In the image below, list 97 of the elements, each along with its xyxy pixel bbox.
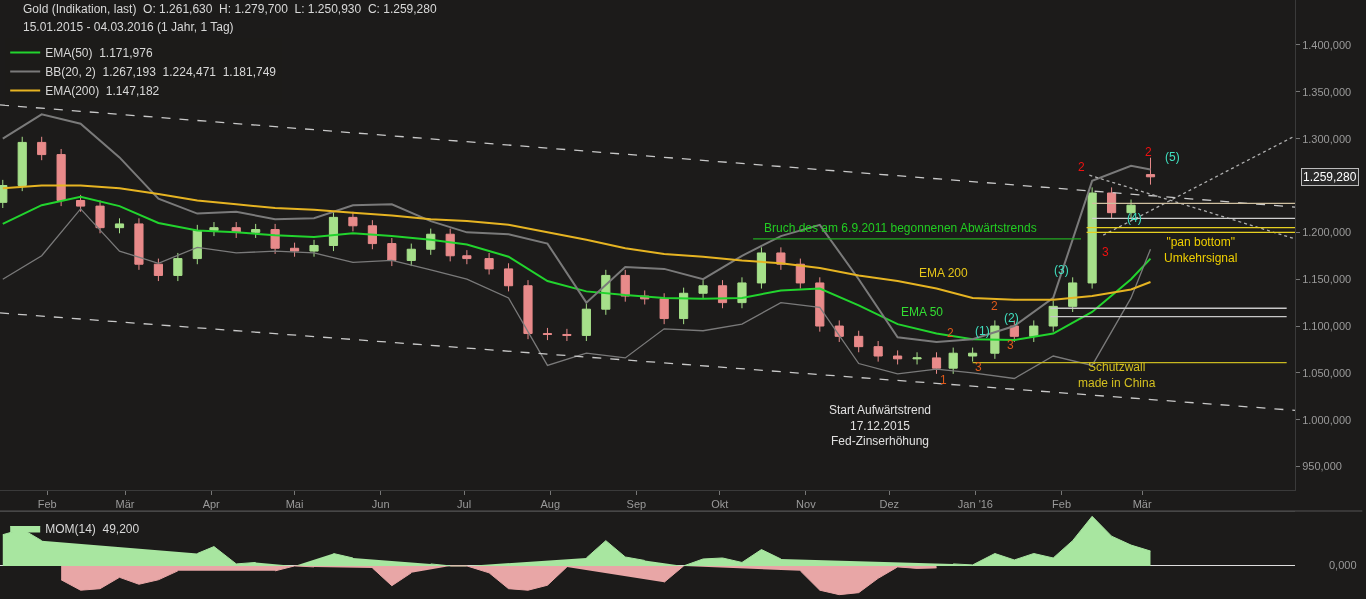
annotation: 2 (1145, 145, 1152, 159)
candlestick (756, 246, 767, 290)
annotation: 2 (1078, 160, 1085, 174)
x-tick-label: Dez (879, 498, 900, 511)
candlestick (968, 347, 978, 363)
legend-label: BB(20, 2) 1.267,193 1.224,471 1.181,749 (45, 65, 277, 80)
candlestick (562, 328, 572, 342)
candlestick (251, 223, 261, 239)
annotation: (1) (975, 324, 990, 338)
y-tick-label: 1.000,000 (1302, 413, 1352, 426)
annotation: "pan bottom" Umkehrsignal (1164, 235, 1238, 265)
candlestick (737, 276, 747, 309)
candlestick (1029, 319, 1039, 343)
y-tick-label: 1.100,000 (1302, 319, 1352, 332)
candlestick (56, 148, 66, 207)
annotation: (3) (1054, 263, 1069, 277)
candlestick (659, 292, 669, 325)
candlestick (462, 249, 472, 265)
x-tick-label: Aug (540, 498, 561, 511)
candlestick (95, 200, 105, 234)
annotation: 2 (991, 299, 998, 313)
candlestick (834, 319, 844, 343)
candlestick (503, 262, 514, 292)
line-series (1, 184, 1152, 301)
candlestick (912, 351, 922, 365)
y-tick-label: 1.400,000 (1302, 38, 1352, 51)
y-tick-label: 1.350,000 (1302, 85, 1352, 98)
candlestick (1145, 157, 1156, 186)
candlestick (270, 223, 280, 255)
legend-label: EMA(200) 1.147,182 (45, 84, 160, 99)
candlestick (367, 219, 377, 250)
candlestick (931, 351, 942, 375)
x-tick-label: Mär (115, 498, 135, 511)
x-tick-label: Jan '16 (957, 498, 993, 511)
x-tick-label: Feb (1052, 498, 1072, 511)
candlestick (309, 239, 319, 258)
candlestick (153, 258, 163, 282)
candlestick (173, 252, 183, 282)
candlestick (523, 279, 533, 340)
annotation: 3 (1007, 338, 1014, 352)
x-tick-label: Nov (796, 498, 817, 511)
candlestick (134, 217, 144, 271)
candlestick (445, 228, 455, 262)
candlestick (0, 179, 8, 209)
x-tick-label: Apr (202, 498, 221, 511)
annotation: 3 (1102, 245, 1109, 259)
candlestick (948, 347, 958, 375)
legend-label: MOM(14) 49,200 (45, 522, 140, 537)
annotation: 1 (940, 373, 947, 387)
candlestick (406, 243, 416, 267)
x-tick-label: Sep (626, 498, 647, 511)
text: 15.01.2015 - 04.03.2016 (1 Jahr, 1 Tag) (23, 20, 234, 34)
annotation: (5) (1165, 150, 1180, 164)
candlestick (815, 276, 825, 333)
candlestick (873, 340, 883, 363)
candlestick (387, 237, 397, 267)
candlestick (1107, 186, 1117, 219)
line-series (1, 195, 1152, 342)
candlestick (620, 269, 630, 303)
candlestick (698, 279, 708, 300)
candlestick (679, 287, 689, 325)
candlestick (484, 252, 494, 276)
candlestick (1048, 300, 1058, 333)
y-tick-label: 1.200,000 (1302, 226, 1352, 239)
y-tick-label: 1.050,000 (1302, 366, 1352, 379)
x-tick-label: Jun (371, 498, 390, 511)
candlestick (542, 327, 553, 341)
candlestick (37, 136, 47, 161)
candlestick (114, 217, 125, 234)
candlestick (76, 194, 86, 213)
candlestick (1087, 186, 1097, 290)
annotation: EMA 50 (901, 305, 944, 319)
x-tick-label: Mär (1132, 498, 1152, 511)
x-tick-label: Jul (457, 498, 472, 511)
annotation: Start Aufwärtstrend 17.12.2015 Fed-Zinserhöhung (829, 403, 932, 449)
candlestick (17, 136, 27, 192)
annotation: Bruch des am 6.9.2011 begonnenen Abwärtstrends (764, 221, 1037, 235)
x-tick-label: Mai (285, 498, 304, 511)
annotation: Schutzwall made in China (1078, 360, 1156, 390)
chart-title: Gold (Indikation, last) O: 1.261,630 H: 1.279,700 L: 1.250,930 C: 1.259,280 (23, 2, 437, 16)
candlestick (854, 330, 864, 353)
annotation: (2) (1004, 311, 1019, 325)
x-tick-label: Okt (711, 498, 729, 511)
y-tick-label: 950,000 (1302, 460, 1342, 473)
candlestick (893, 349, 903, 365)
x-tick-label: Feb (37, 498, 57, 511)
candlestick (581, 303, 591, 342)
candlestick (348, 211, 358, 232)
y-tick-label: 1.300,000 (1302, 132, 1352, 145)
annotation: 3 (975, 360, 982, 374)
legend-label: EMA(50) 1.171,976 (45, 46, 153, 61)
candlestick (1068, 276, 1078, 313)
text: 0,000 (1329, 559, 1357, 571)
annotation: EMA 200 (919, 266, 969, 280)
candlestick (328, 211, 339, 252)
text: 1.259,280 (1303, 170, 1357, 184)
y-tick-label: 1.150,000 (1302, 273, 1352, 286)
